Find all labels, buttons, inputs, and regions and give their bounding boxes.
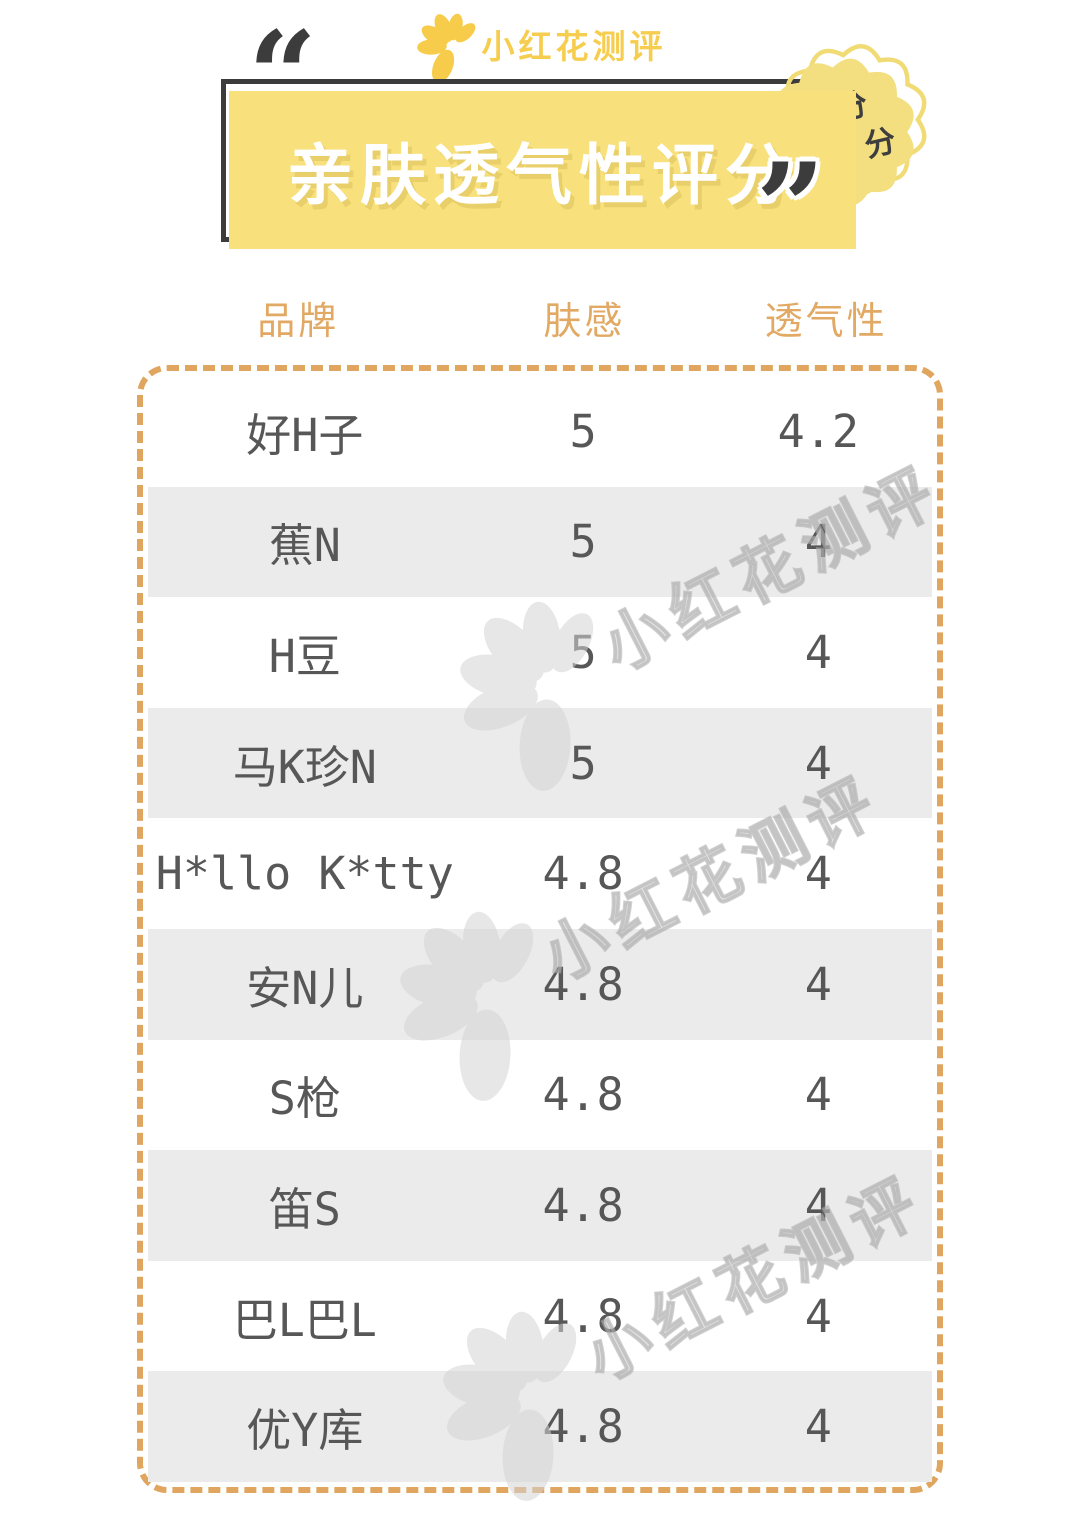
skin-feel-cell: 5 xyxy=(569,736,597,790)
skin-feel-cell: 5 xyxy=(569,404,597,458)
brand-cell: 优Y库 xyxy=(246,1404,364,1458)
breathability-cell: 4 xyxy=(804,625,832,679)
table-row: 优Y库 4.8 4 xyxy=(148,1371,932,1482)
column-header-skin-feel: 肤感 xyxy=(543,299,626,343)
breathability-cell: 4 xyxy=(804,1289,832,1343)
breathability-cell: 4 xyxy=(804,847,832,901)
flower-logo-icon xyxy=(411,7,486,87)
breathability-cell: 4 xyxy=(804,515,832,569)
table-row: 安N儿 4.8 4 xyxy=(148,928,932,1040)
breathability-cell: 4 xyxy=(804,1178,832,1232)
brand-logo: 小红花测评 xyxy=(0,6,1080,87)
skin-feel-cell: 4.8 xyxy=(542,1400,624,1454)
table-row: 笛S 4.8 4 xyxy=(148,1150,932,1261)
column-header-brand: 品牌 xyxy=(257,299,340,343)
page-title: 亲肤透气性评分 xyxy=(287,137,798,214)
table-row: 巴L巴L 4.8 4 xyxy=(148,1261,932,1372)
open-quote-icon: “ xyxy=(248,5,318,146)
breathability-cell: 4.2 xyxy=(777,404,859,458)
brand-logo-text: 小红花测评 xyxy=(481,27,667,66)
table-row: 好H子 5 4.2 xyxy=(148,376,932,487)
skin-feel-cell: 4.8 xyxy=(542,847,624,901)
skin-feel-cell: 4.8 xyxy=(542,1289,624,1343)
breathability-cell: 4 xyxy=(804,1400,832,1454)
brand-cell: H*llo K*tty xyxy=(155,847,454,901)
breathability-cell: 4 xyxy=(804,736,832,790)
table-row: 蕉N 5 4 xyxy=(148,486,932,598)
table-row: 马K珍N 5 4 xyxy=(148,707,932,819)
skin-feel-cell: 4.8 xyxy=(542,1178,624,1232)
title-box: 亲肤透气性评分 xyxy=(229,91,856,249)
breathability-cell: 4 xyxy=(804,957,832,1011)
brand-cell: S枪 xyxy=(268,1072,341,1126)
table-row: H*llo K*tty 4.8 4 xyxy=(148,818,932,929)
skin-feel-cell: 4.8 xyxy=(542,957,624,1011)
brand-cell: 笛S xyxy=(268,1182,341,1236)
table-row: H豆 5 4 xyxy=(148,597,932,708)
brand-cell: 马K珍N xyxy=(232,740,377,794)
score-table: 好H子 5 4.2 蕉N 5 4 H豆 5 4 马K珍N 5 4 H*llo K… xyxy=(137,365,943,1493)
breathability-cell: 4 xyxy=(804,1068,832,1122)
brand-cell: 安N儿 xyxy=(246,961,364,1015)
column-header-breathability: 透气性 xyxy=(764,299,888,343)
table-column-headers: 品牌 肤感 透气性 xyxy=(137,290,943,345)
brand-cell: 巴L巴L xyxy=(232,1293,377,1347)
close-quote-icon: ” xyxy=(756,137,826,278)
table-row: S枪 4.8 4 xyxy=(148,1040,932,1151)
brand-cell: H豆 xyxy=(268,629,341,683)
skin-feel-cell: 4.8 xyxy=(542,1068,624,1122)
brand-cell: 好H子 xyxy=(246,408,364,462)
skin-feel-cell: 5 xyxy=(569,625,597,679)
skin-feel-cell: 5 xyxy=(569,515,597,569)
brand-cell: 蕉N xyxy=(268,519,341,573)
